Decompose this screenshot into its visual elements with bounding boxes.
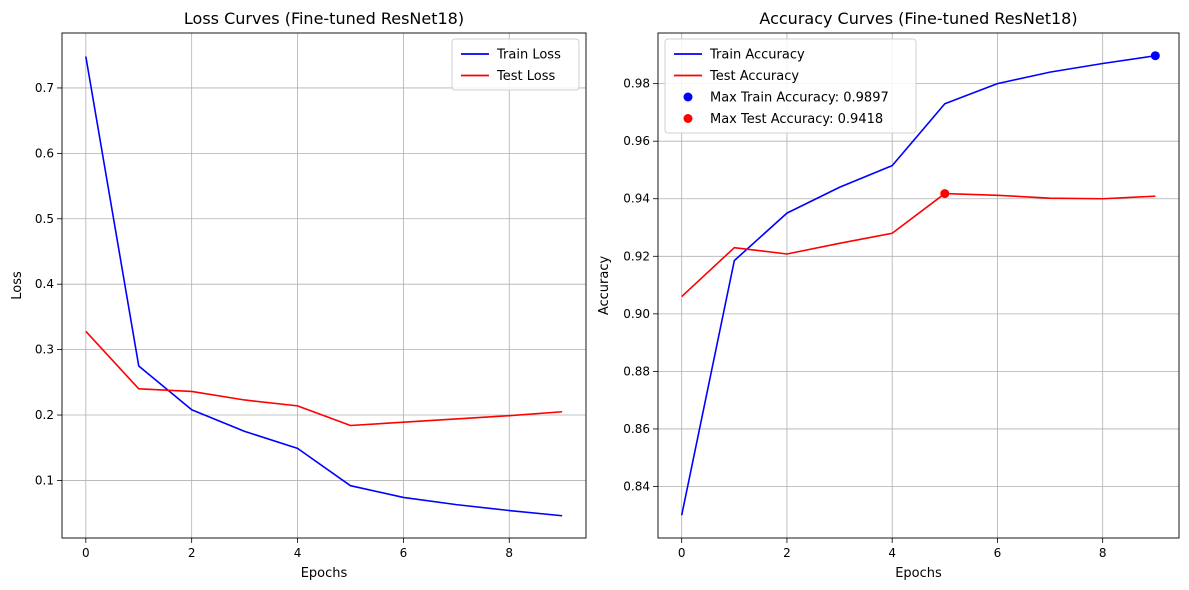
y-tick-label: 0.84: [623, 479, 650, 493]
y-axis-label: Loss: [10, 271, 25, 300]
legend-label: Test Loss: [496, 69, 555, 84]
y-tick-label: 0.86: [623, 422, 650, 436]
legend-box: [451, 38, 580, 91]
y-tick-label: 0.3: [35, 343, 54, 357]
legend-label: Train Loss: [496, 48, 561, 63]
x-tick-label: 4: [294, 546, 302, 560]
series-line-train-accuracy: [680, 54, 1156, 516]
y-tick-label: 0.96: [623, 134, 650, 148]
plot-frame: [657, 32, 1180, 539]
series-line-test-loss: [85, 330, 563, 427]
chart-title: Loss Curves (Fine-tuned ResNet18): [184, 9, 464, 28]
y-tick-label: 0.1: [35, 473, 54, 487]
x-tick-label: 8: [505, 546, 513, 560]
y-tick-label: 0.2: [35, 408, 54, 422]
y-axis-label: Accuracy: [597, 256, 612, 316]
x-tick-label: 0: [678, 546, 686, 560]
y-tick-label: 0.5: [35, 212, 54, 226]
x-axis-label: Epochs: [895, 566, 942, 581]
legend-swatch-dot: [683, 114, 693, 123]
plot-frame: [61, 32, 587, 539]
y-tick-label: 0.94: [623, 192, 650, 206]
x-tick-label: 4: [888, 546, 896, 560]
chart-title: Accuracy Curves (Fine-tuned ResNet18): [759, 9, 1077, 28]
y-tick-label: 0.90: [623, 307, 650, 321]
x-tick-label: 2: [783, 546, 791, 560]
legend-swatch-dot: [683, 92, 693, 102]
series-line-train-loss: [85, 56, 563, 517]
legend-box: [664, 38, 917, 134]
x-tick-label: 0: [82, 546, 90, 560]
x-tick-label: 2: [188, 546, 196, 560]
legend-label: Max Train Accuracy: 0.9897: [710, 91, 889, 106]
legend-label: Train Accuracy: [709, 48, 805, 63]
y-tick-label: 0.88: [623, 364, 650, 378]
x-tick-label: 6: [400, 546, 408, 560]
y-tick-label: 0.6: [35, 146, 54, 160]
x-tick-label: 6: [994, 546, 1002, 560]
max-point-0: [1150, 51, 1160, 61]
y-tick-label: 0.98: [623, 77, 650, 91]
y-tick-label: 0.7: [35, 81, 54, 95]
chart-loss: 0 2 4 6 8 0.1 0.2 0.3 0.4 0.5 0.6 0.7 Loss Curves (F…: [10, 9, 587, 581]
max-point-1: [940, 189, 950, 199]
legend-label: Test Accuracy: [709, 69, 799, 84]
x-tick-label: 8: [1099, 546, 1107, 560]
legend: Train Loss Test Loss: [451, 38, 580, 91]
x-axis-label: Epochs: [301, 566, 348, 581]
y-tick-label: 0.4: [35, 277, 54, 291]
chart-accuracy: 0 2 4 6 8 0.84 0.86 0.88 0.90 0.92 0.94 0.96 0.98 Acc…: [597, 9, 1180, 581]
legend-label: Max Test Accuracy: 0.9418: [710, 112, 883, 127]
y-tick-label: 0.92: [623, 249, 650, 263]
series-line-test-accuracy: [681, 192, 1156, 298]
legend: Train Accuracy Test Accuracy Max Train Acc…: [664, 38, 917, 134]
